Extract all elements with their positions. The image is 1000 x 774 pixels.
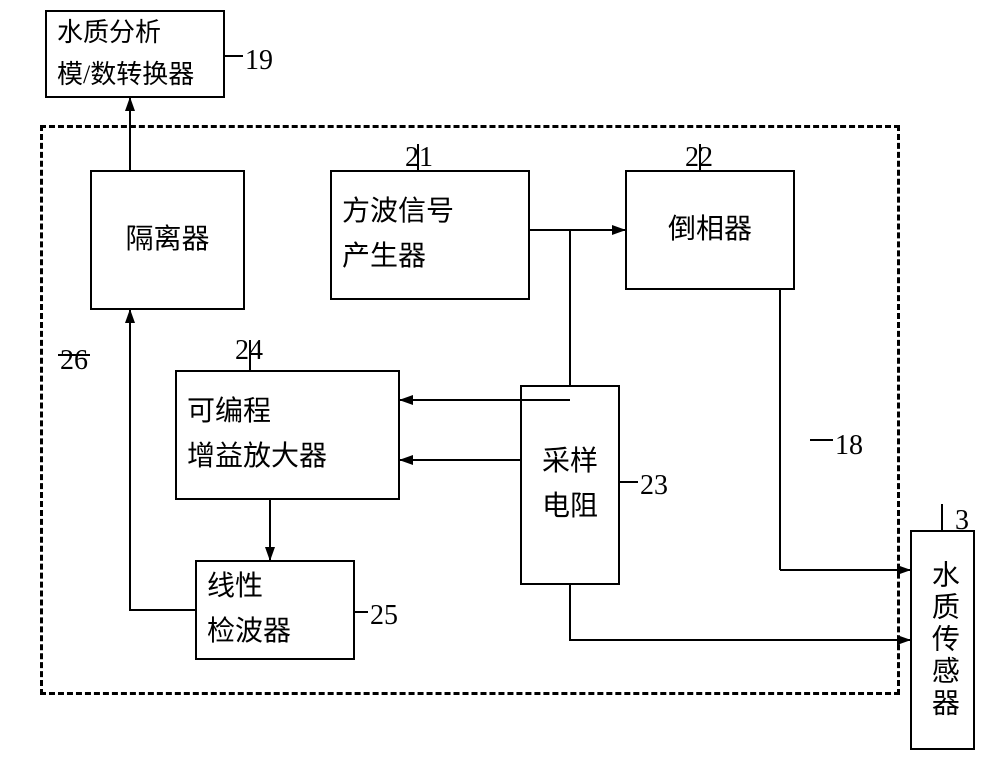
label-26: 26: [60, 345, 88, 377]
text: 水质分析: [57, 12, 213, 54]
label-22: 22: [685, 142, 713, 174]
label-18: 18: [835, 430, 863, 462]
box-programmable-gain-amp: 可编程 增益放大器: [175, 370, 400, 500]
text: 采样: [542, 440, 598, 485]
text: 产生器: [342, 235, 518, 280]
label-24: 24: [235, 335, 263, 367]
box-isolator: 隔离器: [90, 170, 245, 310]
box-water-sensor: 水质传感器: [910, 530, 975, 750]
text: 线性: [207, 565, 343, 610]
text: 模/数转换器: [57, 54, 213, 96]
box-sampling-resistor: 采样 电阻: [520, 385, 620, 585]
box-ad-converter: 水质分析 模/数转换器: [45, 10, 225, 98]
label-21: 21: [405, 142, 433, 174]
text: 水质传感器: [920, 560, 965, 720]
box-linear-detector: 线性 检波器: [195, 560, 355, 660]
label-3: 3: [955, 505, 969, 537]
text: 增益放大器: [187, 435, 388, 480]
text: 电阻: [542, 485, 598, 530]
text: 隔离器: [125, 218, 209, 263]
label-25: 25: [370, 600, 398, 632]
label-19: 19: [245, 45, 273, 77]
text: 检波器: [207, 610, 343, 655]
box-square-wave-generator: 方波信号 产生器: [330, 170, 530, 300]
text: 倒相器: [668, 208, 752, 253]
text: 方波信号: [342, 190, 518, 235]
box-inverter: 倒相器: [625, 170, 795, 290]
label-23: 23: [640, 470, 668, 502]
text: 可编程: [187, 390, 388, 435]
